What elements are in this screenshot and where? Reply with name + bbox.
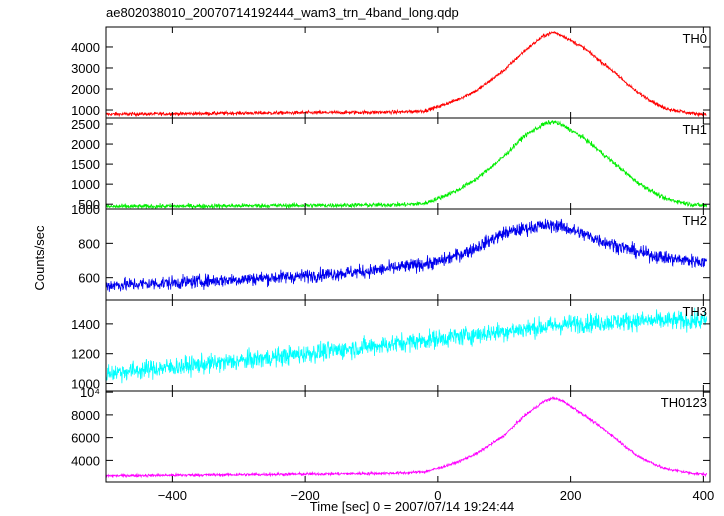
series-line-th1 xyxy=(105,119,708,210)
panel-th2: 600 800 1000 TH2 xyxy=(71,202,711,301)
y-tick-label: 1000 xyxy=(71,202,100,217)
series-line-th2 xyxy=(105,218,708,292)
y-tick-label: 10⁴ xyxy=(80,385,100,400)
series-line-th0123 xyxy=(105,396,708,479)
y-tick-label: 4000 xyxy=(71,40,100,55)
y-tick-label: 1000 xyxy=(71,177,100,192)
panel-frame xyxy=(105,299,711,392)
x-axis-label: Time [sec] 0 = 2007/07/14 19:24:44 xyxy=(310,499,514,514)
x-axis: −400 −200 0 200 400 xyxy=(158,488,714,503)
panel-label: TH0 xyxy=(682,31,707,46)
y-tick-label: 1000 xyxy=(71,103,100,118)
panel-label: TH1 xyxy=(682,122,707,137)
x-tick-label: −200 xyxy=(290,488,319,503)
y-tick-label: 2000 xyxy=(71,82,100,97)
y-tick-label: 800 xyxy=(78,236,100,251)
panel-frame xyxy=(105,208,711,301)
panel-frame xyxy=(105,26,711,119)
y-tick-label: 600 xyxy=(78,271,100,286)
panel-label: TH0123 xyxy=(661,395,707,410)
y-tick-label: 1400 xyxy=(71,317,100,332)
panel-th3: 1000 1200 1400 TH3 xyxy=(71,299,711,392)
y-tick-label: 4000 xyxy=(71,453,100,468)
panel-frame xyxy=(105,117,711,210)
y-tick-label: 500 xyxy=(78,197,100,212)
x-tick-label: 200 xyxy=(560,488,582,503)
y-tick-label: 2000 xyxy=(71,137,100,152)
y-tick-label: 1000 xyxy=(71,377,100,392)
chart-title: ae802038010_20070714192444_wam3_trn_4ban… xyxy=(106,5,459,20)
y-tick-label: 3000 xyxy=(71,61,100,76)
y-tick-label: 1200 xyxy=(71,347,100,362)
panel-th1: 500 1000 1500 2000 2500 TH1 xyxy=(71,117,711,212)
panel-label: TH3 xyxy=(682,304,707,319)
y-axis-label: Counts/sec xyxy=(32,225,47,291)
series-line-th3 xyxy=(105,307,708,384)
y-tick-label: 8000 xyxy=(71,408,100,423)
y-tick-label: 2500 xyxy=(71,117,100,132)
panel-th0: 1000 2000 3000 4000 TH0 xyxy=(71,26,711,119)
panel-frame xyxy=(105,390,711,483)
x-tick-label: −400 xyxy=(158,488,187,503)
series-line-th0 xyxy=(105,31,707,118)
x-tick-label: 0 xyxy=(434,488,441,503)
x-tick-label: 400 xyxy=(693,488,715,503)
panel-label: TH2 xyxy=(682,213,707,228)
y-tick-label: 6000 xyxy=(71,431,100,446)
panel-th0123: 4000 6000 8000 10⁴ TH0123 xyxy=(71,385,711,483)
y-tick-label: 1500 xyxy=(71,157,100,172)
